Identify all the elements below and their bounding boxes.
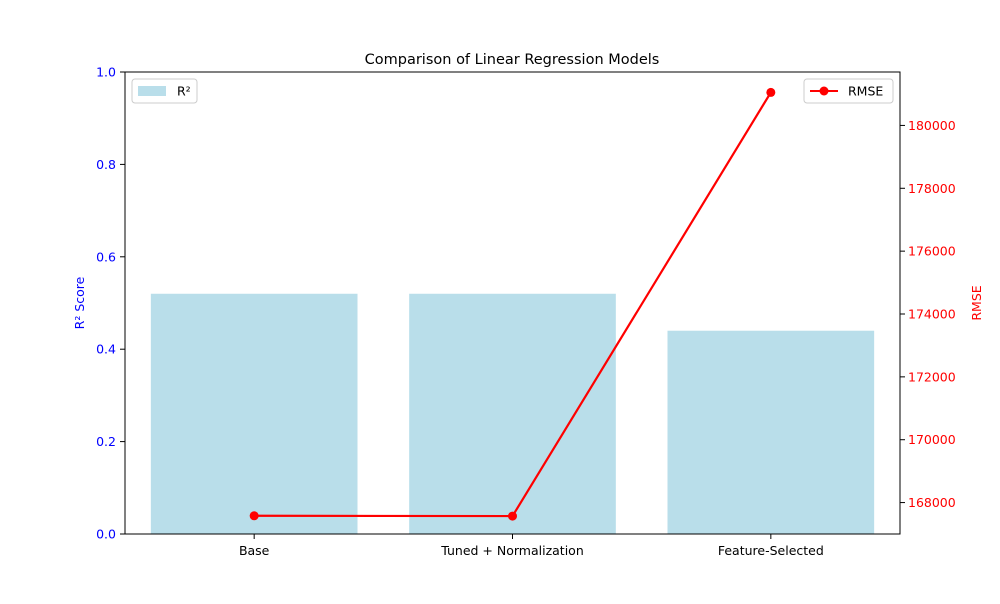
- legend-rmse-frame: [803, 78, 894, 104]
- legend-r2-label: R²: [177, 84, 191, 99]
- x-axis: Base Tuned + Normalization Feature-Selecte…: [239, 534, 824, 558]
- left-axis-label: R² Score: [72, 276, 87, 329]
- x-tick-label: Base: [239, 543, 270, 558]
- right-tick-label: 176000: [908, 244, 956, 259]
- right-tick-label: 180000: [908, 118, 956, 133]
- left-tick-label: 1.0: [96, 65, 116, 80]
- left-tick-label: 0.4: [96, 342, 116, 357]
- rmse-line-series: [249, 87, 776, 521]
- legend-rmse-label: RMSE: [848, 84, 883, 99]
- r2-bar: [667, 330, 875, 534]
- right-y-axis: 168000 170000 172000 174000 176000 178000 1800…: [900, 118, 956, 510]
- left-tick-label: 0.6: [96, 249, 116, 264]
- legend-r2: R²: [131, 78, 198, 104]
- x-tick-label: Tuned + Normalization: [440, 543, 584, 558]
- legend-rmse-marker: [819, 86, 829, 96]
- legend-r2-swatch: [138, 86, 166, 96]
- right-tick-label: 168000: [908, 495, 956, 510]
- right-axis-label: RMSE: [969, 285, 984, 320]
- r2-bars: [150, 293, 875, 534]
- chart-title: Comparison of Linear Regression Models: [365, 52, 660, 68]
- right-tick-label: 178000: [908, 181, 956, 196]
- x-tick-label: Feature-Selected: [718, 543, 824, 558]
- rmse-point: [766, 87, 776, 97]
- r2-bar: [150, 293, 358, 534]
- r2-bar: [409, 293, 616, 534]
- legend-rmse: RMSE: [803, 78, 894, 104]
- right-tick-label: 174000: [908, 307, 956, 322]
- right-tick-label: 172000: [908, 369, 956, 384]
- right-tick-label: 170000: [908, 432, 956, 447]
- left-tick-label: 0.0: [96, 527, 116, 542]
- rmse-point: [249, 511, 259, 521]
- left-tick-label: 0.2: [96, 434, 116, 449]
- left-y-axis: 0.0 0.2 0.4 0.6 0.8 1.0: [96, 65, 125, 542]
- left-tick-label: 0.8: [96, 157, 116, 172]
- rmse-point: [508, 511, 517, 521]
